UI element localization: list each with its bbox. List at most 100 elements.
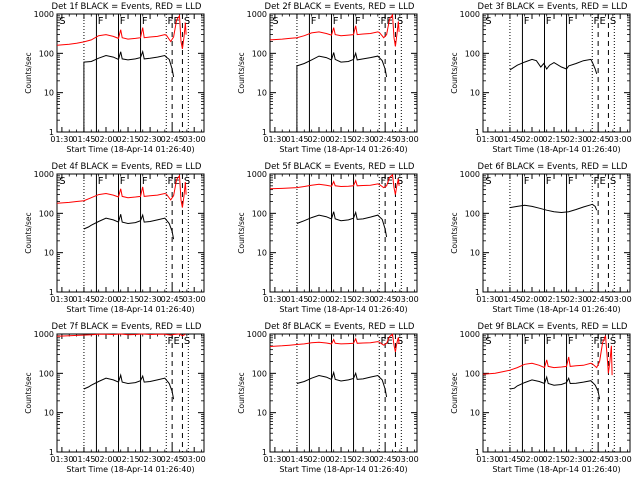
- y-tick-label: 100: [252, 209, 267, 218]
- region-label: S: [397, 336, 403, 347]
- y-tick-label: 100: [39, 49, 54, 58]
- y-tick-label: 1: [475, 288, 480, 297]
- panel-det-4f: Det 4f BLACK = Events, RED = LLD 1 10 100 10…: [24, 162, 206, 314]
- y-tick-label: 10: [257, 409, 267, 418]
- x-tick-label: 01:45: [285, 295, 308, 304]
- x-tick-label: 03:00: [183, 455, 206, 464]
- y-tick-label: 1000: [247, 10, 267, 19]
- x-axis-label: Start Time (18-Apr-14 01:26:40): [279, 145, 407, 154]
- y-tick-label: 1000: [460, 10, 480, 19]
- x-tick-label: 01:45: [285, 455, 308, 464]
- y-axis-label: Counts/sec: [450, 372, 459, 413]
- y-tick-label: 1: [475, 448, 480, 457]
- y-tick-label: 1000: [247, 170, 267, 179]
- x-tick-label: 02:45: [161, 455, 184, 464]
- region-label: F: [568, 336, 574, 347]
- region-label: E: [599, 176, 605, 187]
- region-label: S: [397, 176, 403, 187]
- panel-title: Det 9f BLACK = Events, RED = LLD: [478, 322, 628, 332]
- y-tick-label: 1000: [247, 330, 267, 339]
- region-label: S: [485, 336, 491, 347]
- y-tick-label: 100: [39, 369, 54, 378]
- panel-det-9f: Det 9f BLACK = Events, RED = LLD 1 10 100 10…: [450, 322, 632, 474]
- y-tick-label: 10: [470, 249, 480, 258]
- region-label: F: [546, 176, 552, 187]
- region-label: E: [173, 336, 179, 347]
- y-axis-label: Counts/sec: [450, 212, 459, 253]
- y-axis-label: Counts/sec: [237, 372, 246, 413]
- x-tick-label: 02:45: [374, 135, 397, 144]
- x-tick-label: 02:00: [520, 295, 543, 304]
- x-tick-label: 01:45: [498, 135, 521, 144]
- x-tick-label: 02:30: [565, 295, 588, 304]
- y-tick-label: 10: [44, 89, 54, 98]
- panel-det-7f: Det 7f BLACK = Events, RED = LLD 1 10 100 10…: [24, 322, 206, 474]
- x-tick-label: 02:00: [94, 135, 117, 144]
- x-tick-label: 02:00: [307, 295, 330, 304]
- plot-frame: [56, 13, 205, 133]
- region-label: S: [184, 336, 190, 347]
- x-tick-label: 02:30: [352, 455, 375, 464]
- y-tick-label: 100: [465, 49, 480, 58]
- plot-frame: [482, 173, 631, 293]
- region-label: F: [524, 16, 530, 27]
- region-label: S: [485, 16, 491, 27]
- panel-title: Det 3f BLACK = Events, RED = LLD: [478, 2, 628, 12]
- series-line-events: [83, 49, 175, 132]
- panel-title: Det 5f BLACK = Events, RED = LLD: [265, 162, 415, 172]
- series-line-events: [296, 51, 388, 132]
- panel-det-5f: Det 5f BLACK = Events, RED = LLD 1 10 100 10…: [237, 162, 419, 314]
- x-tick-label: 02:15: [330, 455, 353, 464]
- y-tick-label: 100: [39, 209, 54, 218]
- panel-title: Det 1f BLACK = Events, RED = LLD: [52, 2, 202, 12]
- x-tick-label: 01:30: [263, 295, 286, 304]
- region-label: F: [311, 16, 317, 27]
- y-tick-label: 1: [262, 288, 267, 297]
- y-axis-label: Counts/sec: [237, 52, 246, 93]
- x-tick-label: 02:30: [139, 135, 162, 144]
- x-tick-label: 03:00: [183, 295, 206, 304]
- x-tick-label: 02:45: [587, 295, 610, 304]
- plot-frame: [269, 333, 418, 453]
- x-axis-label: Start Time (18-Apr-14 01:26:40): [492, 465, 620, 474]
- panel-title: Det 8f BLACK = Events, RED = LLD: [265, 322, 415, 332]
- series-line-events: [509, 203, 598, 214]
- plot-frame: [56, 173, 205, 293]
- series-line-lld: [56, 174, 187, 208]
- x-tick-label: 02:30: [139, 295, 162, 304]
- x-axis-label: Start Time (18-Apr-14 01:26:40): [66, 465, 194, 474]
- y-tick-label: 100: [252, 369, 267, 378]
- region-label: F: [142, 16, 148, 27]
- region-label: F: [381, 176, 387, 187]
- x-tick-label: 02:30: [352, 295, 375, 304]
- x-tick-label: 01:30: [50, 295, 73, 304]
- panel-det-6f: Det 6f BLACK = Events, RED = LLD 1 10 100 10…: [450, 162, 632, 314]
- region-label: S: [184, 16, 190, 27]
- region-label: F: [594, 176, 600, 187]
- x-tick-label: 01:45: [498, 295, 521, 304]
- x-tick-label: 02:00: [520, 135, 543, 144]
- y-tick-label: 1: [475, 128, 480, 137]
- x-tick-label: 01:30: [50, 455, 73, 464]
- region-label: F: [546, 336, 552, 347]
- y-tick-label: 10: [257, 249, 267, 258]
- series-line-lld: [56, 14, 187, 49]
- x-tick-label: 02:15: [330, 295, 353, 304]
- panel-title: Det 6f BLACK = Events, RED = LLD: [478, 162, 628, 172]
- x-tick-label: 03:00: [396, 455, 419, 464]
- region-label: S: [59, 16, 65, 27]
- y-tick-label: 10: [470, 409, 480, 418]
- series-line-events: [296, 210, 388, 238]
- y-tick-label: 10: [257, 89, 267, 98]
- panel-title: Det 7f BLACK = Events, RED = LLD: [52, 322, 202, 332]
- region-label: S: [272, 16, 278, 27]
- region-label: F: [568, 176, 574, 187]
- x-axis-label: Start Time (18-Apr-14 01:26:40): [66, 305, 194, 314]
- x-axis-label: Start Time (18-Apr-14 01:26:40): [492, 145, 620, 154]
- x-tick-label: 02:30: [352, 135, 375, 144]
- x-tick-label: 03:00: [183, 135, 206, 144]
- x-tick-label: 01:30: [476, 295, 499, 304]
- x-tick-label: 02:30: [139, 455, 162, 464]
- y-tick-label: 1000: [460, 170, 480, 179]
